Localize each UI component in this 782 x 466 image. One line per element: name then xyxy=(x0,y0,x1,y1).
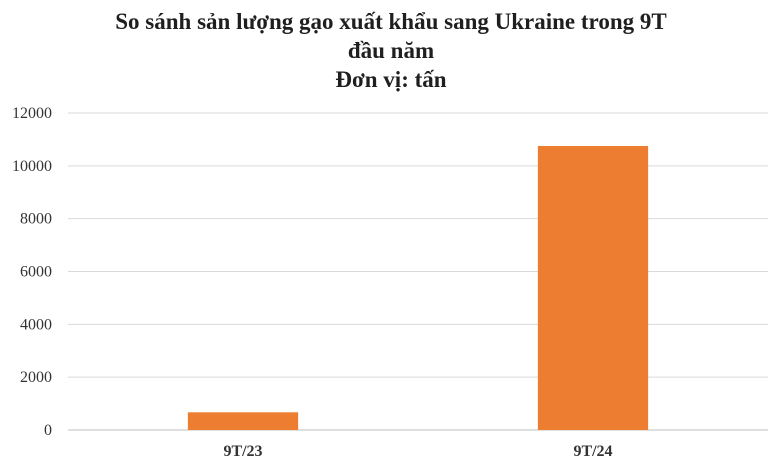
y-tick-label: 6000 xyxy=(20,264,52,281)
bar xyxy=(537,146,649,431)
y-tick-label: 10000 xyxy=(12,158,52,175)
chart-title-line-1: So sánh sản lượng gạo xuất khẩu sang Ukr… xyxy=(115,9,667,34)
x-tick-label: 9T/23 xyxy=(223,443,262,460)
x-tick-label: 9T/24 xyxy=(573,443,612,460)
y-tick-label: 2000 xyxy=(20,369,52,386)
chart-title-line-2: đầu năm xyxy=(347,38,435,63)
y-tick-label: 4000 xyxy=(20,316,52,333)
y-tick-label: 12000 xyxy=(12,105,52,122)
chart-subtitle-unit: Đơn vị: tấn xyxy=(335,67,447,92)
bar xyxy=(187,412,299,430)
y-tick-label: 0 xyxy=(44,422,52,439)
y-tick-label: 8000 xyxy=(20,211,52,228)
